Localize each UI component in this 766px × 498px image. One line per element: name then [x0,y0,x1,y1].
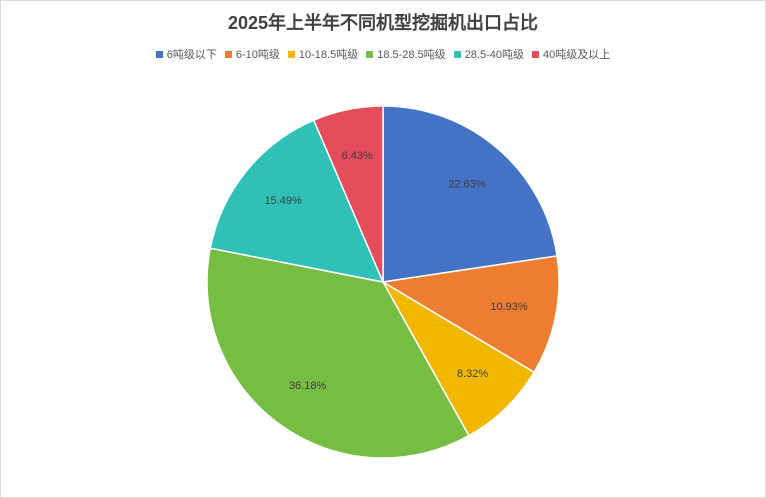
slice-data-label: 6.43% [342,150,373,162]
legend-swatch [155,51,163,58]
pie-slice [206,247,470,459]
legend-label: 10-18.5吨级 [298,49,359,61]
pie-slice [382,105,558,283]
legend-label: 6吨级以下 [166,49,217,61]
slice-data-label: 15.49% [264,195,302,207]
legend-item: 6吨级以下 [155,46,217,62]
legend-item: 28.5-40吨级 [453,46,524,62]
legend-label: 28.5-40吨级 [464,49,524,61]
legend-swatch [287,51,295,58]
slice-data-label: 8.32% [457,368,488,380]
legend-item: 18.5-28.5吨级 [366,46,446,62]
slice-data-label: 36.18% [289,380,327,392]
chart-legend: 6吨级以下 6-10吨级 10-18.5吨级 18.5-28.5吨级 28.5-40吨级… [1,46,765,62]
slice-data-label: 10.93% [490,301,528,313]
legend-item: 40吨级及以上 [532,46,610,62]
legend-label: 18.5-28.5吨级 [377,49,446,61]
legend-swatch [532,51,539,58]
legend-item: 10-18.5吨级 [287,46,359,62]
legend-label: 6-10吨级 [235,49,280,61]
legend-swatch [453,51,461,58]
pie-slice [380,279,536,437]
chart-title: 2025年上半年不同机型挖掘机出口占比 [227,13,539,33]
pie-slice [380,255,560,374]
legend-item: 6-10吨级 [224,46,280,62]
pie-slice [312,105,384,283]
legend-label: 40吨级及以上 [543,49,611,61]
pie-slice [209,119,385,284]
slice-data-label: 22.63% [448,179,486,191]
legend-swatch [366,51,374,58]
legend-swatch [224,51,232,58]
